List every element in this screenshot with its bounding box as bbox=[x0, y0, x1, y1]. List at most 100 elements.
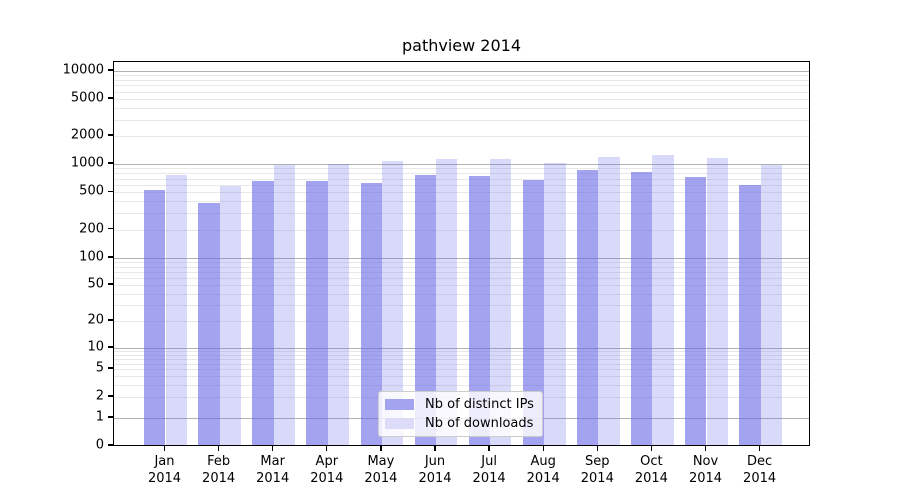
gridline bbox=[114, 71, 809, 72]
x-axis-tick-label: Dec 2014 bbox=[743, 454, 777, 486]
x-axis-tick-label: Feb 2014 bbox=[202, 454, 236, 486]
bar-downloads-dec-2014 bbox=[760, 165, 782, 445]
gridline bbox=[114, 173, 809, 175]
gridline bbox=[114, 108, 809, 109]
bar-distinct-ips-mar-2014 bbox=[252, 180, 274, 445]
y-axis-tick bbox=[108, 134, 113, 136]
x-axis-tick bbox=[488, 446, 490, 451]
gridline bbox=[114, 384, 809, 386]
gridline bbox=[114, 271, 809, 273]
x-axis-tick-label: Aug 2014 bbox=[526, 454, 560, 486]
y-axis-tick bbox=[108, 444, 113, 446]
legend-item-distinct-ips: Nb of distinct IPs bbox=[379, 397, 542, 412]
gridline bbox=[114, 85, 809, 87]
gridline bbox=[114, 285, 809, 287]
y-axis-tick-label: 2000 bbox=[70, 127, 104, 143]
y-axis-tick-label: 200 bbox=[79, 221, 104, 237]
gridline bbox=[114, 80, 809, 81]
gridline bbox=[114, 293, 809, 295]
x-axis-tick bbox=[758, 446, 761, 451]
x-axis-tick bbox=[434, 446, 436, 451]
x-axis-tick bbox=[163, 446, 166, 451]
legend: Nb of distinct IPs Nb of downloads bbox=[378, 391, 543, 437]
bar-distinct-ips-oct-2014 bbox=[631, 171, 653, 445]
y-axis-tick-label: 10000 bbox=[62, 62, 104, 78]
y-axis-tick bbox=[108, 69, 113, 71]
y-axis-tick bbox=[108, 346, 113, 348]
bar-distinct-ips-aug-2014 bbox=[522, 179, 545, 445]
bar-downloads-apr-2014 bbox=[327, 163, 350, 445]
bar-downloads-jan-2014 bbox=[165, 175, 187, 445]
gridline bbox=[114, 258, 809, 259]
x-axis-tick bbox=[217, 446, 220, 451]
gridline bbox=[114, 168, 809, 170]
bar-distinct-ips-may-2014 bbox=[360, 183, 382, 445]
gridline bbox=[114, 348, 809, 349]
x-axis-tick-label: Jul 2014 bbox=[472, 454, 506, 486]
x-axis-tick-label: Sep 2014 bbox=[580, 454, 614, 486]
gridline bbox=[114, 178, 809, 180]
bar-distinct-ips-jun-2014 bbox=[414, 174, 436, 445]
y-axis-tick bbox=[108, 97, 113, 99]
y-axis-tick bbox=[108, 256, 113, 258]
y-axis-tick-label: 0 bbox=[95, 437, 104, 453]
x-axis-tick bbox=[326, 446, 328, 451]
bar-downloads-may-2014 bbox=[381, 160, 404, 445]
gridline bbox=[114, 164, 809, 165]
x-axis-tick-label: Mar 2014 bbox=[256, 454, 290, 486]
x-axis-tick bbox=[272, 446, 274, 451]
x-axis-tick bbox=[542, 446, 544, 451]
bar-distinct-ips-dec-2014 bbox=[739, 184, 761, 445]
plot-area bbox=[113, 61, 810, 446]
bar-downloads-sep-2014 bbox=[598, 157, 620, 445]
y-axis-tick bbox=[108, 283, 113, 285]
y-axis-tick-label: 5 bbox=[95, 360, 104, 376]
bar-distinct-ips-feb-2014 bbox=[198, 203, 220, 445]
gridline bbox=[114, 184, 809, 186]
y-axis-tick bbox=[108, 162, 113, 164]
y-axis-tick bbox=[108, 416, 113, 418]
gridline bbox=[114, 229, 809, 231]
gridline bbox=[114, 363, 809, 365]
x-axis-tick-label: Nov 2014 bbox=[688, 454, 723, 486]
bar-downloads-jun-2014 bbox=[436, 159, 458, 445]
gridline bbox=[114, 262, 809, 264]
gridline bbox=[114, 136, 809, 137]
y-axis-tick bbox=[108, 190, 113, 192]
x-axis-tick-label: Oct 2014 bbox=[634, 454, 668, 486]
y-axis-tick-label: 10 bbox=[87, 339, 104, 355]
bar-distinct-ips-jan-2014 bbox=[144, 190, 166, 445]
gridline bbox=[114, 358, 809, 360]
y-axis-tick bbox=[108, 367, 113, 369]
gridline bbox=[114, 119, 809, 121]
chart-title: pathview 2014 bbox=[401, 36, 522, 55]
gridline bbox=[114, 75, 809, 77]
y-axis-tick bbox=[108, 395, 113, 397]
gridline bbox=[114, 375, 809, 377]
bar-downloads-mar-2014 bbox=[273, 165, 296, 445]
legend-swatch-downloads bbox=[385, 418, 414, 430]
x-axis-tick bbox=[380, 446, 382, 451]
bar-downloads-jul-2014 bbox=[490, 159, 512, 445]
y-axis-tick bbox=[108, 228, 113, 230]
bar-distinct-ips-jul-2014 bbox=[468, 175, 491, 445]
x-axis-tick-label: May 2014 bbox=[364, 454, 398, 486]
y-axis-tick-label: 1 bbox=[95, 409, 104, 425]
gridline bbox=[114, 354, 809, 356]
gridlines-layer bbox=[114, 62, 809, 445]
bar-downloads-nov-2014 bbox=[706, 157, 728, 445]
x-axis-tick-label: Apr 2014 bbox=[310, 454, 344, 486]
gridline bbox=[114, 369, 809, 371]
x-axis-tick-label: Jun 2014 bbox=[418, 454, 452, 486]
legend-label-downloads: Nb of downloads bbox=[425, 416, 534, 432]
bar-downloads-oct-2014 bbox=[652, 154, 674, 445]
y-axis-tick-label: 1000 bbox=[70, 155, 104, 171]
legend-label-distinct-ips: Nb of distinct IPs bbox=[425, 396, 534, 412]
bar-distinct-ips-apr-2014 bbox=[306, 180, 328, 445]
x-axis-tick bbox=[650, 446, 653, 451]
bar-downloads-feb-2014 bbox=[219, 186, 241, 445]
gridline bbox=[114, 91, 809, 93]
y-axis-tick-label: 100 bbox=[79, 249, 104, 265]
bars-layer bbox=[114, 62, 809, 445]
y-axis-tick-label: 50 bbox=[87, 276, 104, 292]
